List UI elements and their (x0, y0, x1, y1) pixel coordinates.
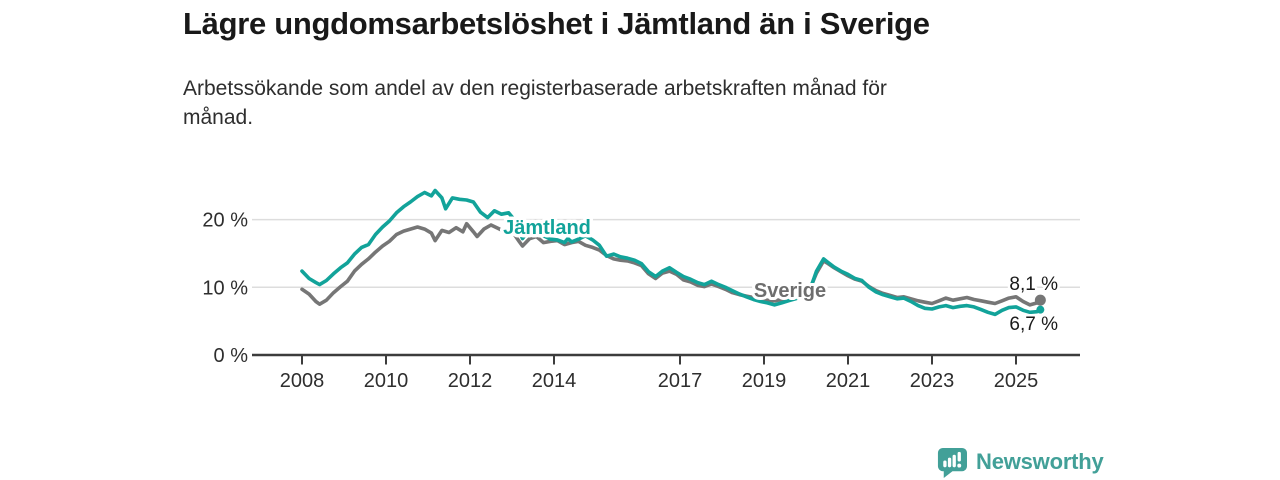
x-tick-label-2025: 2025 (994, 370, 1039, 392)
x-tick-label-2008: 2008 (280, 370, 325, 392)
exclamation-bar (957, 451, 961, 462)
bar-small (943, 460, 947, 468)
series-line-sverige (300, 221, 1043, 307)
grid-layer: 0 % 10 % 20 % 2008 2010 2012 2014 2017 2019 2021 2… (202, 210, 1080, 392)
x-tick-label-2014: 2014 (532, 370, 577, 392)
speech-bubble-shape (937, 447, 967, 478)
newsworthy-wordmark: Newsworthy (976, 449, 1104, 474)
end-value-label-sverige: 8,1 % (1009, 274, 1058, 295)
x-tick-label-2012: 2012 (448, 370, 493, 392)
series-label-sverige: Sverige (754, 280, 826, 302)
x-tick-label-2021: 2021 (826, 370, 871, 392)
y-tick-label-10: 10 % (202, 277, 248, 299)
end-dot-jamtland (1036, 305, 1045, 314)
x-tick-label-2019: 2019 (742, 370, 787, 392)
series-layer (300, 188, 1046, 317)
series-line-jamtland (300, 188, 1043, 317)
label-layer: Jämtland Sverige 8,1 % 6,7 % (500, 214, 1061, 338)
end-dot-sverige (1034, 294, 1046, 306)
series-label-jamtland: Jämtland (503, 217, 591, 239)
newsworthy-icon (937, 447, 967, 478)
x-tick-label-2010: 2010 (364, 370, 409, 392)
end-value-label-jamtland: 6,7 % (1009, 314, 1058, 335)
y-tick-label-0: 0 % (214, 345, 249, 367)
y-tick-label-20: 20 % (202, 210, 248, 232)
x-tick-label-2017: 2017 (658, 370, 703, 392)
newsworthy-logo[interactable]: Newsworthy (936, 446, 1104, 478)
exclamation-dot (957, 463, 962, 468)
page-title: Lägre ungdomsarbetslöshet i Jämtland än … (183, 6, 930, 41)
bar-tall (952, 454, 956, 468)
chart-subtitle: Arbetssökande som andel av den registerb… (183, 77, 887, 129)
x-tick-label-2023: 2023 (910, 370, 955, 392)
bar-medium (947, 457, 952, 468)
